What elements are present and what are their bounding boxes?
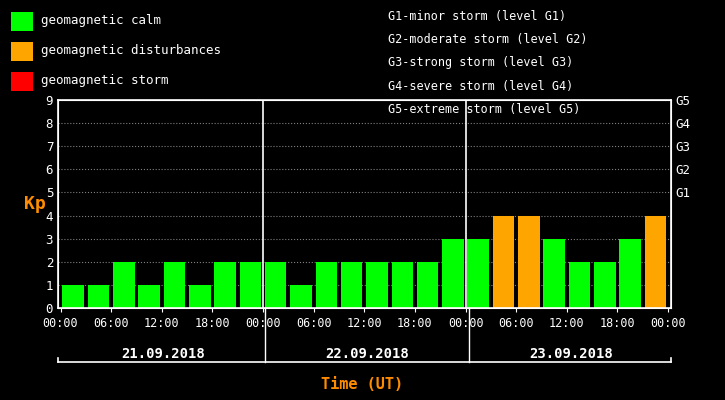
Bar	[645, 216, 666, 308]
Bar	[265, 262, 286, 308]
Bar	[315, 262, 337, 308]
Bar	[594, 262, 616, 308]
Text: geomagnetic storm: geomagnetic storm	[41, 74, 169, 87]
Text: Time (UT): Time (UT)	[321, 377, 404, 392]
Bar	[341, 262, 362, 308]
Bar	[290, 285, 312, 308]
Bar	[392, 262, 413, 308]
Bar	[493, 216, 514, 308]
Bar	[619, 239, 641, 308]
Text: G4-severe storm (level G4): G4-severe storm (level G4)	[388, 80, 573, 93]
Text: geomagnetic disturbances: geomagnetic disturbances	[41, 44, 221, 57]
Bar	[442, 239, 464, 308]
Y-axis label: Kp: Kp	[24, 195, 46, 213]
Text: geomagnetic calm: geomagnetic calm	[41, 14, 162, 27]
Text: G5-extreme storm (level G5): G5-extreme storm (level G5)	[388, 103, 580, 116]
Bar	[113, 262, 135, 308]
Bar	[164, 262, 185, 308]
Bar	[138, 285, 160, 308]
Text: G2-moderate storm (level G2): G2-moderate storm (level G2)	[388, 33, 587, 46]
Text: 23.09.2018: 23.09.2018	[529, 347, 613, 361]
Bar	[215, 262, 236, 308]
Text: 21.09.2018: 21.09.2018	[121, 347, 204, 361]
Bar	[189, 285, 210, 308]
Bar	[417, 262, 439, 308]
Text: 22.09.2018: 22.09.2018	[325, 347, 409, 361]
Text: G3-strong storm (level G3): G3-strong storm (level G3)	[388, 56, 573, 69]
Bar	[240, 262, 261, 308]
Text: G1-minor storm (level G1): G1-minor storm (level G1)	[388, 10, 566, 23]
Bar	[518, 216, 539, 308]
Bar	[568, 262, 590, 308]
Bar	[468, 239, 489, 308]
Bar	[366, 262, 388, 308]
Bar	[88, 285, 109, 308]
Bar	[62, 285, 84, 308]
Bar	[544, 239, 565, 308]
